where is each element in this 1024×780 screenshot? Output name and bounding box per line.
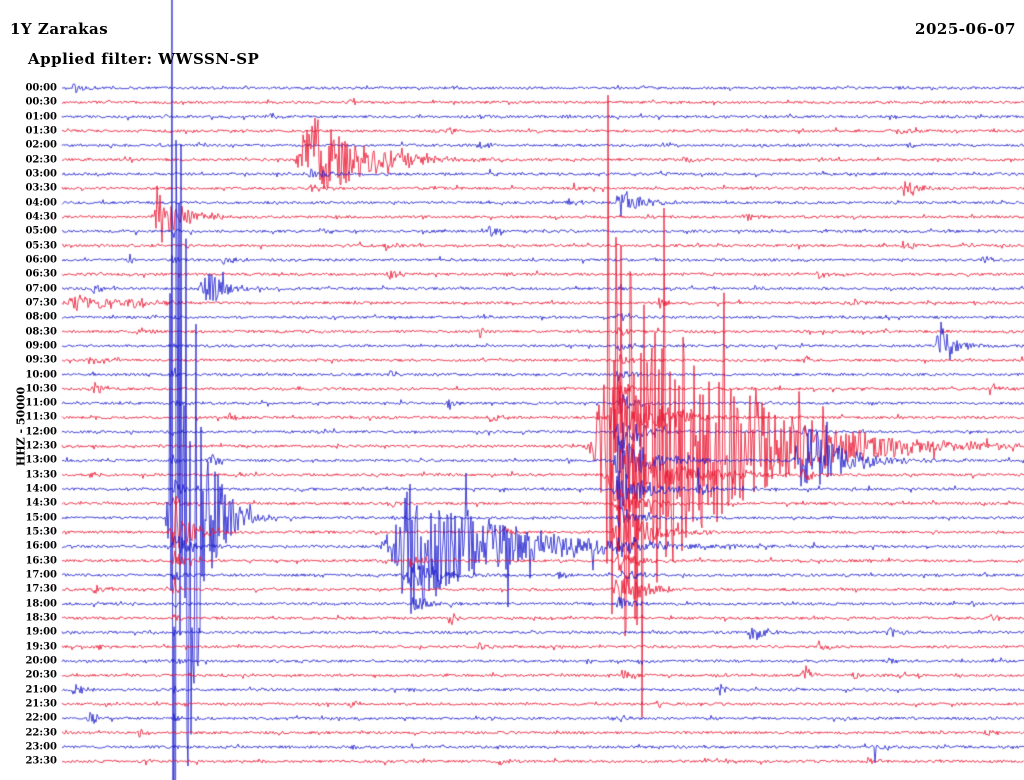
channel-scale-label: HHZ - 50000: [14, 386, 28, 467]
date-label: 2025-06-07: [915, 20, 1016, 38]
station-title: 1Y Zarakas: [10, 20, 109, 38]
filter-label: Applied filter: WWSSN-SP: [28, 50, 260, 68]
